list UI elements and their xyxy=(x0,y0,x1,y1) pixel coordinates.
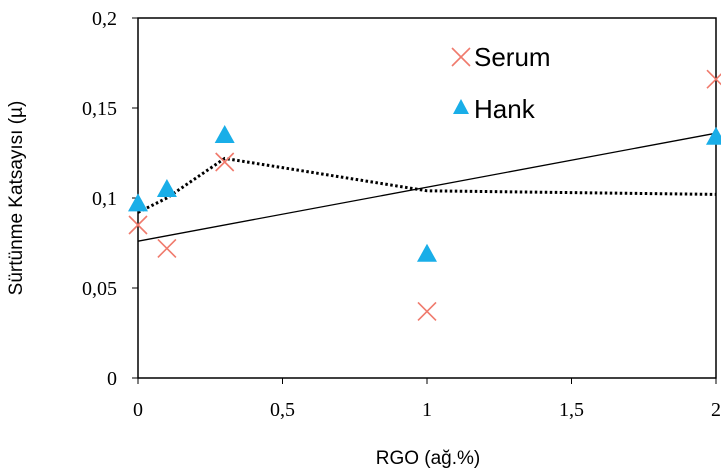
data-point-serum xyxy=(128,215,148,235)
data-markers xyxy=(128,69,721,321)
legend-label-serum: Serum xyxy=(474,42,551,72)
x-tick-label: 0,5 xyxy=(270,399,295,421)
plot-border xyxy=(137,17,717,379)
data-point-serum xyxy=(215,152,235,172)
trendlines xyxy=(137,132,717,242)
y-tick-label: 0,05 xyxy=(82,278,117,300)
legend-label-hank: Hank xyxy=(474,94,536,124)
x-tick-label: 1,5 xyxy=(559,399,584,421)
plot-area xyxy=(137,17,717,379)
y-axis-ticks: 0 0,05 0,1 0,15 0,2 xyxy=(82,8,138,390)
x-axis-title: RGO (ağ.%) xyxy=(376,448,481,469)
y-tick-label: 0 xyxy=(107,368,117,390)
data-point-serum xyxy=(417,301,437,321)
x-axis-ticks: 0 0,5 1 1,5 2 xyxy=(133,378,721,421)
x-tick-label: 0 xyxy=(133,399,143,421)
trendline-dotted xyxy=(137,156,717,214)
data-point-serum xyxy=(157,238,177,258)
data-point-hank xyxy=(128,193,148,212)
legend-marker-hank xyxy=(453,99,469,114)
x-tick-label: 2 xyxy=(711,399,721,421)
y-tick-label: 0,2 xyxy=(92,8,117,30)
legend-marker-serum xyxy=(451,47,471,67)
trendline-solid xyxy=(137,132,717,242)
y-tick-label: 0,15 xyxy=(82,98,117,120)
data-point-hank xyxy=(706,126,721,145)
legend: Serum Hank xyxy=(451,42,551,124)
data-point-hank xyxy=(417,243,437,262)
x-tick-label: 1 xyxy=(422,399,432,421)
data-point-hank xyxy=(156,179,177,197)
y-tick-label: 0,1 xyxy=(92,188,117,210)
data-point-serum xyxy=(706,69,721,89)
y-axis-title: Sürtünme Katsayısı (µ) xyxy=(6,101,27,296)
data-point-hank xyxy=(214,125,235,143)
